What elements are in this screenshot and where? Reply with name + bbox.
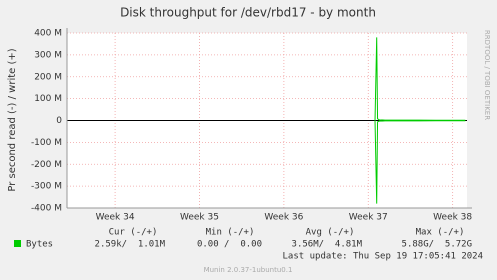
legend-value: 5.88G/ 5.72G bbox=[402, 240, 472, 250]
y-tick-label: -300 M bbox=[31, 182, 62, 192]
legend-label: Bytes bbox=[26, 240, 53, 250]
y-tick-label: -100 M bbox=[31, 138, 62, 148]
y-tick-label: 200 M bbox=[34, 72, 62, 82]
x-tick-label: Week 34 bbox=[96, 213, 135, 223]
y-tick-label: -400 M bbox=[31, 204, 62, 214]
legend-value: 2.59k/ 1.01M bbox=[95, 240, 166, 250]
legend-header: Min (-/+) bbox=[206, 228, 255, 238]
legend-header: Max (-/+) bbox=[416, 228, 465, 238]
legend-swatch bbox=[14, 240, 21, 247]
chart-title: Disk throughput for /dev/rbd17 - by mont… bbox=[120, 6, 376, 20]
legend-header: Avg (-/+) bbox=[306, 228, 355, 238]
x-tick-label: Week 38 bbox=[433, 213, 472, 223]
y-tick-label: 300 M bbox=[34, 50, 62, 60]
footer: Munin 2.0.37-1ubuntu0.1 bbox=[204, 266, 293, 274]
x-tick-label: Week 35 bbox=[180, 213, 219, 223]
x-tick-label: Week 37 bbox=[349, 213, 388, 223]
legend-header: Cur (-/+) bbox=[109, 228, 158, 238]
y-tick-label: 0 bbox=[56, 116, 62, 126]
legend-value: 0.00 / 0.00 bbox=[197, 240, 262, 250]
y-tick-label: 400 M bbox=[34, 29, 62, 39]
legend-value: 3.56M/ 4.81M bbox=[292, 240, 363, 250]
data-line bbox=[374, 120, 466, 204]
x-tick-label: Week 36 bbox=[264, 213, 303, 223]
watermark: RRDTOOL / TOBI OETIKER bbox=[483, 30, 491, 120]
y-tick-label: -200 M bbox=[31, 160, 62, 170]
last-update: Last update: Thu Sep 19 17:05:41 2024 bbox=[283, 252, 483, 262]
y-axis-label: Pr second read (-) / write (+) bbox=[7, 48, 18, 191]
y-tick-label: 100 M bbox=[34, 94, 62, 104]
